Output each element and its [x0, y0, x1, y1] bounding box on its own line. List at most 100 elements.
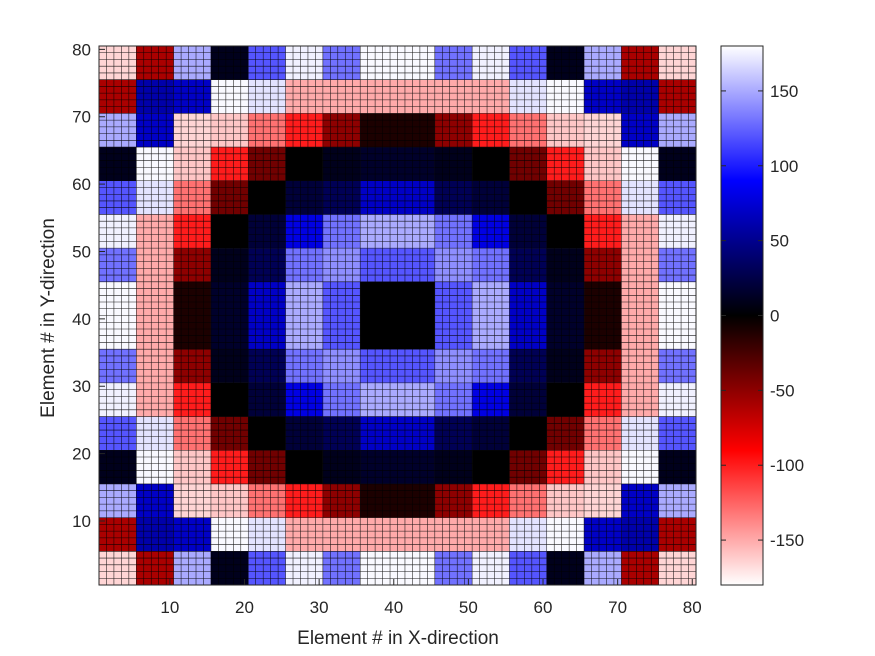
x-axis-ticks: 10 20 30 40 50 60 70 80 — [160, 579, 702, 617]
heatmap-cell — [472, 349, 510, 383]
heatmap-cell — [621, 46, 659, 80]
heatmap-cell — [397, 349, 435, 383]
heatmap-cell — [621, 349, 659, 383]
heatmap-cell — [322, 214, 361, 249]
heatmap-cell — [136, 315, 174, 350]
heatmap-cell — [136, 349, 174, 383]
heatmap-cell — [360, 46, 398, 80]
heatmap-cell — [621, 79, 659, 114]
y-tick-label: 70 — [72, 108, 91, 127]
heatmap-cell — [584, 483, 622, 518]
heatmap-cell — [434, 147, 473, 181]
heatmap-cell — [248, 315, 286, 350]
heatmap-cell — [397, 450, 435, 484]
heatmap-cell — [248, 450, 286, 484]
heatmap-cell — [99, 349, 137, 383]
heatmap-cell — [322, 416, 361, 451]
heatmap-cell — [546, 483, 585, 518]
heatmap-cell — [509, 79, 547, 114]
heatmap-cell — [285, 416, 323, 451]
colorbar: 150 100 50 0 -50 -100 -150 — [720, 45, 804, 586]
heatmap-cell — [546, 315, 585, 350]
heatmap-cell — [360, 214, 398, 249]
heatmap-cell — [99, 281, 137, 316]
heatmap-cell — [285, 517, 323, 552]
heatmap-cell — [136, 46, 174, 80]
heatmap-cell — [285, 248, 323, 282]
colorbar-gradient — [720, 45, 764, 586]
heatmap-cell — [509, 349, 547, 383]
colorbar-tick-label: 0 — [770, 307, 779, 326]
heatmap-cell — [360, 349, 398, 383]
heatmap-cell — [360, 551, 398, 585]
y-tick-label: 30 — [72, 377, 91, 396]
heatmap-cell — [658, 147, 696, 181]
heatmap-cell — [173, 450, 211, 484]
heatmap-cell — [248, 517, 286, 552]
heatmap-cell — [546, 180, 585, 215]
heatmap-cell — [621, 248, 659, 282]
heatmap-cell — [434, 315, 473, 350]
heatmap-cell — [509, 450, 547, 484]
heatmap-cell — [210, 281, 249, 316]
colorbar-tick-label: -100 — [770, 456, 804, 475]
heatmap-cell — [248, 416, 286, 451]
heatmap-cell — [546, 147, 585, 181]
heatmap-cell — [210, 79, 249, 114]
colorbar-ticks: 150 100 50 0 -50 -100 -150 — [721, 82, 804, 550]
heatmap-cell — [248, 46, 286, 80]
heatmap-cell — [658, 248, 696, 282]
heatmap-cell — [397, 113, 435, 148]
heatmap-cell — [397, 483, 435, 518]
heatmap-cell — [210, 450, 249, 484]
heatmap-cells — [99, 46, 696, 585]
heatmap-cell — [621, 416, 659, 451]
heatmap-cell — [210, 349, 249, 383]
heatmap-cell — [285, 551, 323, 585]
heatmap-cell — [584, 450, 622, 484]
heatmap-cell — [136, 483, 174, 518]
heatmap-cell — [472, 281, 510, 316]
heatmap-cell — [360, 450, 398, 484]
heatmap-cell — [285, 281, 323, 316]
heatmap-cell — [99, 450, 137, 484]
heatmap-cell — [434, 214, 473, 249]
heatmap-cell — [472, 147, 510, 181]
heatmap-cell — [658, 349, 696, 383]
heatmap-cell — [173, 416, 211, 451]
colorbar-tick-label: 150 — [770, 82, 798, 101]
heatmap-cell — [472, 517, 510, 552]
heatmap-cell — [173, 46, 211, 80]
heatmap-cell — [509, 113, 547, 148]
heatmap-cell — [322, 248, 361, 282]
heatmap-cell — [584, 382, 622, 417]
heatmap-cell — [99, 517, 137, 552]
heatmap-cell — [621, 281, 659, 316]
heatmap-cell — [397, 214, 435, 249]
heatmap-cell — [658, 79, 696, 114]
heatmap-cell — [658, 450, 696, 484]
heatmap-cell — [136, 248, 174, 282]
heatmap-cell — [99, 483, 137, 518]
mesh-grid — [98, 45, 697, 586]
heatmap-cell — [584, 248, 622, 282]
heatmap-cell — [621, 483, 659, 518]
heatmap-cell — [173, 551, 211, 585]
heatmap-cell — [210, 248, 249, 282]
heatmap-cell — [434, 483, 473, 518]
heatmap-cell — [658, 315, 696, 350]
y-axis-label: Element # in Y-direction — [38, 218, 59, 418]
heatmap-cell — [434, 281, 473, 316]
heatmap-cell — [658, 214, 696, 249]
heatmap-cell — [99, 551, 137, 585]
heatmap-cell — [472, 315, 510, 350]
heatmap-cell — [210, 180, 249, 215]
heatmap-cell — [509, 147, 547, 181]
heatmap-cell — [621, 180, 659, 215]
heatmap-cell — [658, 180, 696, 215]
heatmap-cell — [173, 248, 211, 282]
heatmap-cell — [584, 551, 622, 585]
heatmap-cell — [322, 79, 361, 114]
heatmap-cell — [322, 315, 361, 350]
